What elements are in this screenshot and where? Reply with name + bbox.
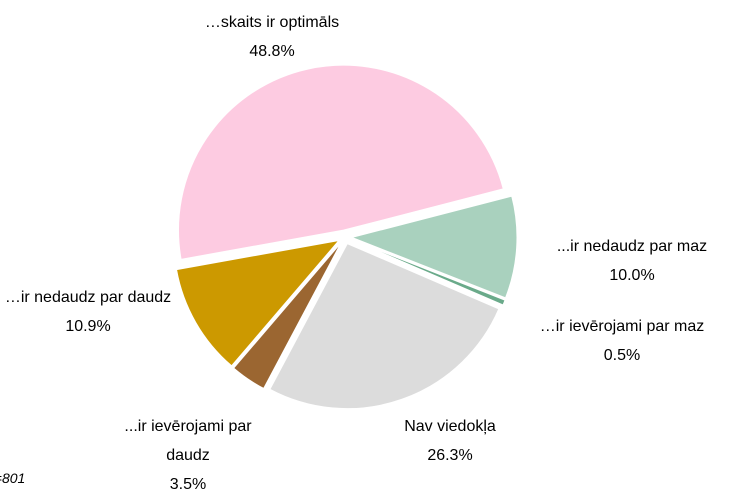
pie-slice bbox=[178, 64, 504, 260]
slice-name: …skaits ir optimāls bbox=[204, 14, 340, 31]
slice-label: …ir ievērojami par maz 0.5% bbox=[502, 312, 742, 370]
slice-label: ...ir ievērojami par daudz 3.5% bbox=[103, 412, 273, 499]
pie-slice bbox=[175, 239, 341, 367]
slice-name: ...ir ievērojami par daudz bbox=[124, 418, 252, 464]
slice-label: Nav viedokļa 26.3% bbox=[370, 412, 530, 470]
slice-value: 10.0% bbox=[609, 267, 655, 284]
slice-value: 48.8% bbox=[249, 43, 295, 60]
pie-slice bbox=[269, 242, 500, 410]
slice-value: 3.5% bbox=[169, 476, 207, 493]
slice-label: …skaits ir optimāls 48.8% bbox=[162, 8, 382, 66]
slice-value: 26.3% bbox=[427, 447, 473, 464]
pie-slice bbox=[350, 195, 518, 299]
sample-note: n=801 bbox=[0, 470, 26, 486]
slice-label: ...ir nedaudz par maz 10.0% bbox=[522, 232, 742, 290]
slice-name: …ir nedaudz par daudz bbox=[4, 289, 172, 306]
slice-name: …ir ievērojami par maz bbox=[539, 318, 705, 335]
pie-slice bbox=[233, 242, 342, 390]
slice-label: …ir nedaudz par daudz 10.9% bbox=[0, 283, 178, 341]
pie-slice bbox=[351, 239, 506, 306]
slice-value: 0.5% bbox=[603, 347, 641, 364]
slice-name: ...ir nedaudz par maz bbox=[556, 238, 708, 255]
slice-name: Nav viedokļa bbox=[404, 418, 496, 435]
slice-value: 10.9% bbox=[65, 318, 111, 335]
